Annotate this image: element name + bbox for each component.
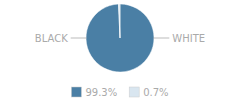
pie-slice xyxy=(119,4,120,38)
legend-item: 99.3% xyxy=(71,87,117,98)
legend-label: 99.3% xyxy=(85,87,117,98)
chart: BLACK WHITE 99.3% 0.7% xyxy=(0,0,240,100)
legend: 99.3% 0.7% xyxy=(71,87,168,98)
annotations: BLACK WHITE xyxy=(35,33,205,44)
annotation-label: BLACK xyxy=(35,33,68,44)
pie-slice xyxy=(86,4,154,72)
annotation-label: WHITE xyxy=(172,33,205,44)
legend-item: 0.7% xyxy=(129,87,168,98)
leader-line xyxy=(153,38,169,39)
legend-swatch xyxy=(129,87,139,97)
pie xyxy=(86,4,154,72)
legend-label: 0.7% xyxy=(143,87,168,98)
legend-swatch xyxy=(71,87,81,97)
leader-line xyxy=(71,38,87,39)
